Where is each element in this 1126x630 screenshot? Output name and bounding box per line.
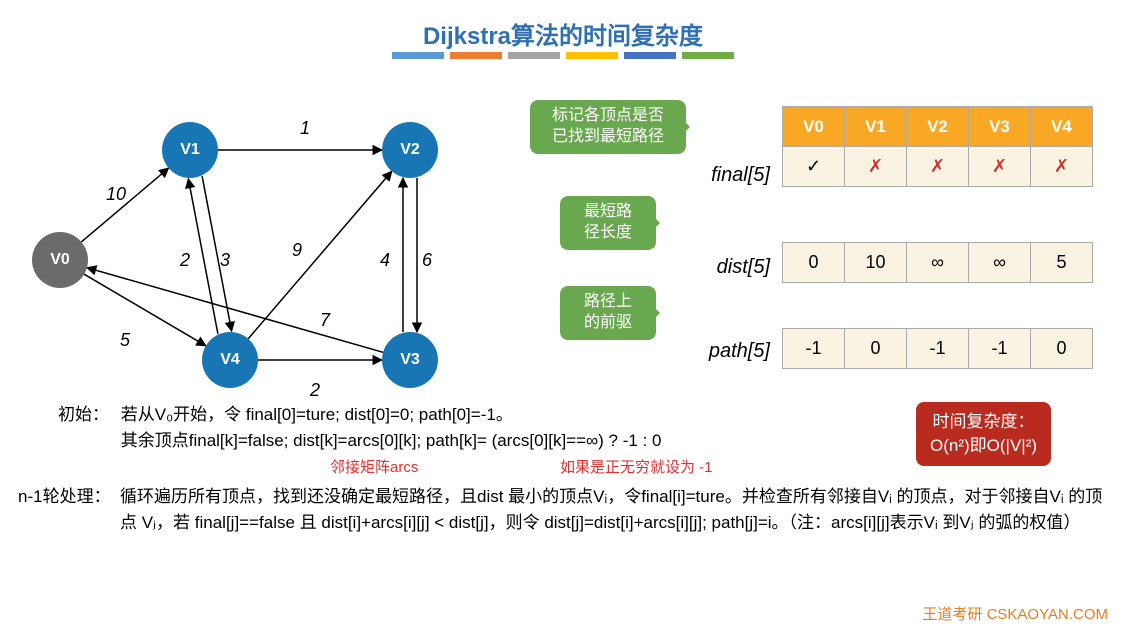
init-note1: 邻接矩阵arcs <box>330 456 418 477</box>
graph-node-v4: V4 <box>202 332 258 388</box>
path-label: path[5] <box>680 340 770 363</box>
complexity-box: 时间复杂度： O(n²)即O(|V|²) <box>916 402 1051 466</box>
path-0: -1 <box>783 329 845 369</box>
final-1: ✗ <box>845 147 907 187</box>
edge-weight: 10 <box>106 184 126 205</box>
final-0: ✓ <box>783 147 845 187</box>
loop-text: 循环遍历所有顶点，找到还没确定最短路径，且dist 最小的顶点Vᵢ，令final… <box>120 484 1108 537</box>
bubble-path: 路径上 的前驱 <box>560 286 656 340</box>
footer-text: 王道考研 CSKAOYAN.COM <box>922 606 1108 623</box>
stripe-1 <box>450 52 502 59</box>
loop-label: n-1轮处理： <box>18 484 120 510</box>
dist-0: 0 <box>783 243 845 283</box>
bubble-dist-l1: 最短路 <box>584 203 632 220</box>
edge-weight: 3 <box>220 250 230 271</box>
edge-weight: 4 <box>380 250 390 271</box>
bubble-path-l2: 的前驱 <box>584 314 632 331</box>
init-block: 初始： 若从V₀开始，令 final[0]=ture; dist[0]=0; p… <box>58 402 888 455</box>
complexity-l2: O(n²)即O(|V|²) <box>930 436 1037 455</box>
edge-weight: 1 <box>300 118 310 139</box>
title-stripes <box>392 52 734 59</box>
path-3: -1 <box>969 329 1031 369</box>
complexity-l1: 时间复杂度： <box>933 412 1035 431</box>
graph-node-v3: V3 <box>382 332 438 388</box>
dist-2: ∞ <box>907 243 969 283</box>
path-2: -1 <box>907 329 969 369</box>
hdr-v1: V1 <box>845 107 907 147</box>
hdr-v4: V4 <box>1031 107 1093 147</box>
edge-weight: 5 <box>120 330 130 351</box>
final-label: final[5] <box>680 164 770 187</box>
stripe-4 <box>624 52 676 59</box>
dist-4: 5 <box>1031 243 1093 283</box>
edge-weight: 2 <box>180 250 190 271</box>
loop-block: n-1轮处理：循环遍历所有顶点，找到还没确定最短路径，且dist 最小的顶点Vᵢ… <box>18 484 1108 537</box>
graph-node-v0: V0 <box>32 232 88 288</box>
footer-credit: 王道考研 CSKAOYAN.COM <box>922 603 1108 624</box>
path-4: 0 <box>1031 329 1093 369</box>
stripe-0 <box>392 52 444 59</box>
init-line1: 若从V₀开始，令 final[0]=ture; dist[0]=0; path[… <box>121 405 513 424</box>
dist-table: 0 10 ∞ ∞ 5 <box>782 242 1093 283</box>
graph-node-v1: V1 <box>162 122 218 178</box>
title-text: Dijkstra算法的时间复杂度 <box>423 23 703 50</box>
hdr-v0: V0 <box>783 107 845 147</box>
path-1: 0 <box>845 329 907 369</box>
dist-label: dist[5] <box>688 256 770 279</box>
edge-weight: 7 <box>320 310 330 331</box>
bubble-final-l1: 标记各顶点是否 <box>552 107 664 124</box>
bubble-dist: 最短路 径长度 <box>560 196 656 250</box>
init-label: 初始： <box>58 402 116 428</box>
dist-3: ∞ <box>969 243 1031 283</box>
final-4: ✗ <box>1031 147 1093 187</box>
edge-weight: 2 <box>310 380 320 401</box>
hdr-v3: V3 <box>969 107 1031 147</box>
graph-node-v2: V2 <box>382 122 438 178</box>
path-table: -1 0 -1 -1 0 <box>782 328 1093 369</box>
final-3: ✗ <box>969 147 1031 187</box>
stripe-3 <box>566 52 618 59</box>
final-2: ✗ <box>907 147 969 187</box>
bubble-dist-l2: 径长度 <box>584 224 632 241</box>
bubble-final: 标记各顶点是否 已找到最短路径 <box>530 100 686 154</box>
array-header-table: V0 V1 V2 V3 V4 ✓ ✗ ✗ ✗ ✗ <box>782 106 1093 187</box>
bubble-final-l2: 已找到最短路径 <box>552 128 664 145</box>
stripe-2 <box>508 52 560 59</box>
page-title: Dijkstra算法的时间复杂度 <box>0 16 1126 51</box>
stripe-5 <box>682 52 734 59</box>
init-note2: 如果是正无穷就设为 -1 <box>560 456 713 477</box>
edge-weight: 6 <box>422 250 432 271</box>
bubble-path-l1: 路径上 <box>584 293 632 310</box>
dist-1: 10 <box>845 243 907 283</box>
edge-weight: 9 <box>292 240 302 261</box>
graph-diagram: 10 1 5 2 3 9 2 4 6 7 V0 V1 V2 V4 V3 <box>10 100 500 400</box>
hdr-v2: V2 <box>907 107 969 147</box>
init-line2: 其余顶点final[k]=false; dist[k]=arcs[0][k]; … <box>121 431 662 450</box>
